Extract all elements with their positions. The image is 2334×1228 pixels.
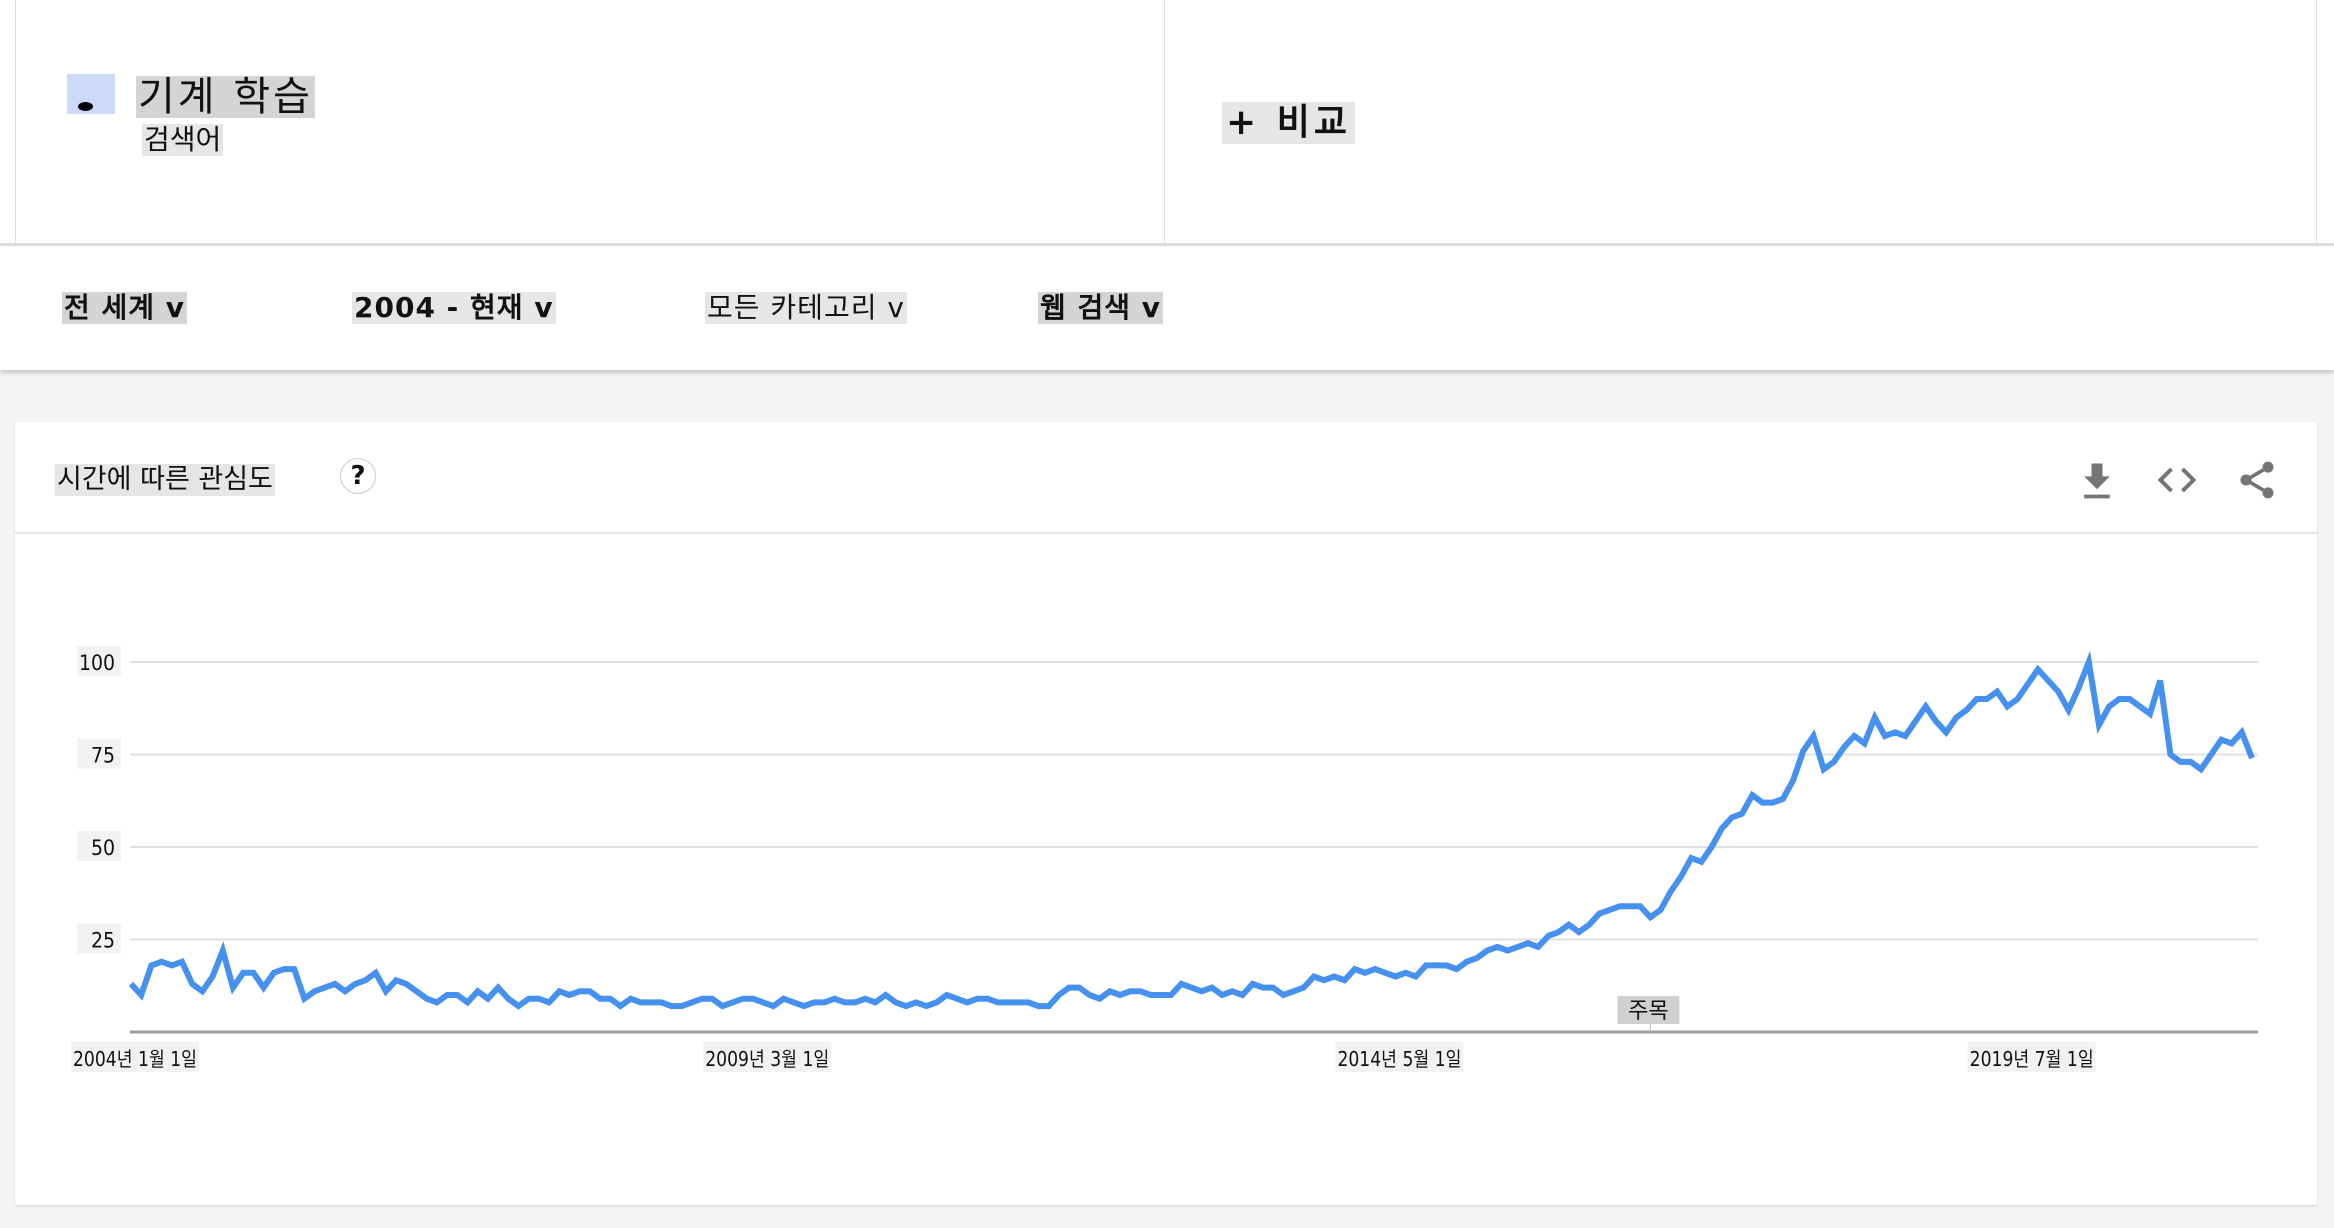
search-term-panel[interactable]: 기계 학습 검색어 <box>15 0 1165 243</box>
time-range-filter-dropdown[interactable]: 2004 - 현재 v <box>352 291 556 324</box>
region-filter-dropdown[interactable]: 전 세계 v <box>62 291 188 324</box>
embed-code-icon[interactable] <box>2155 458 2199 502</box>
filter-bar: 전 세계 v 2004 - 현재 v 모든 카테고리 v 웹 검색 v <box>0 246 2334 370</box>
x-tick-bg <box>1335 1042 1464 1072</box>
y-tick-label: 75 <box>91 744 115 768</box>
annotation-bg <box>1617 996 1680 1024</box>
series-line <box>128 650 2255 1010</box>
interest-line-chart: 25 50 75 100 2004년 1월 1일 2009년 3월 1일 2014년 5월… <box>71 646 2258 1072</box>
search-term-header: 기계 학습 검색어 + 비교 <box>0 0 2334 246</box>
compare-button[interactable]: + 비교 <box>1222 102 1355 144</box>
x-tick-bg <box>703 1042 832 1072</box>
x-tick-label: 2009년 3월 1일 <box>705 1047 829 1071</box>
card-divider <box>15 532 2317 534</box>
y-tick-label: 25 <box>91 929 115 953</box>
annotation-label: 주목 <box>1628 999 1668 1024</box>
y-tick-label: 50 <box>91 836 115 860</box>
search-type-filter-dropdown[interactable]: 웹 검색 v <box>1038 291 1164 324</box>
card-title: 시간에 따른 관심도 <box>55 464 275 496</box>
y-tick-bg <box>77 738 121 769</box>
download-icon[interactable] <box>2075 458 2119 502</box>
panel-divider <box>2316 0 2317 243</box>
search-term-label[interactable]: 기계 학습 <box>136 74 315 120</box>
y-tick-bg <box>77 831 121 861</box>
x-tick-label: 2014년 5월 1일 <box>1337 1047 1461 1071</box>
interest-over-time-card: 시간에 따른 관심도 ? 25 50 75 100 2004년 1월 1일 2009년 … <box>15 422 2317 1205</box>
category-filter-dropdown[interactable]: 모든 카테고리 v <box>705 291 907 324</box>
y-tick-bg <box>77 646 121 676</box>
x-tick-label: 2019년 7월 1일 <box>1970 1047 2094 1071</box>
series-color-marker <box>67 74 115 114</box>
y-tick-bg <box>77 923 121 954</box>
x-tick-bg <box>71 1042 199 1072</box>
x-tick-bg <box>1967 1042 2096 1072</box>
search-term-sublabel: 검색어 <box>142 123 224 156</box>
x-tick-label: 2004년 1월 1일 <box>73 1047 197 1071</box>
help-icon[interactable]: ? <box>340 458 376 494</box>
y-tick-label: 100 <box>79 651 115 675</box>
share-icon[interactable] <box>2235 458 2279 502</box>
